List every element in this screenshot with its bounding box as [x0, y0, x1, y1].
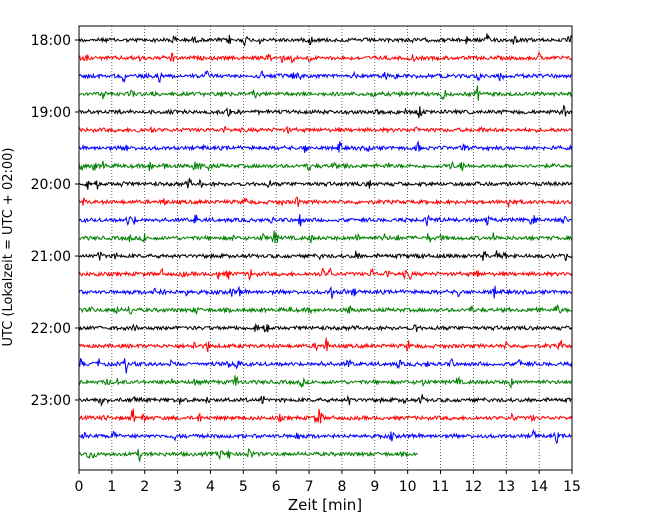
- trace-line: [78, 428, 572, 444]
- trace-line: [78, 448, 418, 463]
- y-tick-label: 21:00: [31, 249, 71, 265]
- x-tick-label: 4: [206, 479, 215, 495]
- x-tick-label: 14: [530, 479, 548, 495]
- trace-line: [78, 104, 573, 119]
- trace-line: [78, 214, 572, 227]
- trace-line: [78, 160, 573, 172]
- plot-frame: [78, 25, 573, 471]
- trace-line: [78, 125, 573, 134]
- trace-line: [78, 196, 572, 208]
- trace-line: [78, 304, 572, 316]
- trace-line: [78, 408, 573, 424]
- x-tick-label: 11: [432, 479, 450, 495]
- x-tick-label: 6: [272, 479, 281, 495]
- y-axis-label: UTC (Lokalzeit = UTC + 02:00): [1, 148, 16, 347]
- trace-line: [78, 285, 573, 299]
- trace-line: [78, 33, 573, 48]
- x-tick-label: 10: [399, 479, 417, 495]
- trace-line: [78, 140, 573, 153]
- x-tick-label: 2: [140, 479, 149, 495]
- x-axis-ticks: 0 1 2 3 4 5 6 7 8 9 10 11 12 13 14 15: [75, 470, 581, 495]
- x-tick-label: 12: [464, 479, 482, 495]
- y-tick-label: 23:00: [31, 393, 71, 409]
- x-tick-label: 8: [337, 479, 346, 495]
- trace-line: [78, 250, 573, 262]
- x-tick-label: 0: [75, 479, 84, 495]
- x-tick-label: 3: [173, 479, 182, 495]
- y-tick-label: 22:00: [31, 321, 71, 337]
- y-tick-label: 18:00: [31, 33, 71, 49]
- trace-line: [78, 230, 573, 244]
- trace-line: [78, 357, 573, 374]
- x-tick-label: 13: [497, 479, 515, 495]
- traces: [78, 33, 573, 463]
- y-tick-label: 20:00: [31, 177, 71, 193]
- trace-line: [78, 267, 573, 281]
- x-tick-label: 9: [370, 479, 379, 495]
- trace-line: [78, 50, 573, 64]
- trace-line: [78, 85, 573, 101]
- trace-line: [78, 322, 573, 333]
- trace-line: [78, 177, 573, 190]
- x-tick-label: 15: [563, 479, 581, 495]
- trace-line: [78, 337, 573, 353]
- trace-line: [78, 70, 572, 84]
- x-axis-label: Zeit [min]: [288, 496, 362, 514]
- x-tick-label: 7: [305, 479, 314, 495]
- y-tick-label: 19:00: [31, 105, 71, 121]
- x-tick-label: 1: [107, 479, 116, 495]
- trace-line: [78, 375, 572, 390]
- grid-lines: [111, 26, 540, 470]
- x-tick-label: 5: [239, 479, 248, 495]
- trace-line: [78, 394, 572, 407]
- y-axis-ticks: 18:00 19:00 20:00 21:00 22:00 23:00: [31, 33, 79, 409]
